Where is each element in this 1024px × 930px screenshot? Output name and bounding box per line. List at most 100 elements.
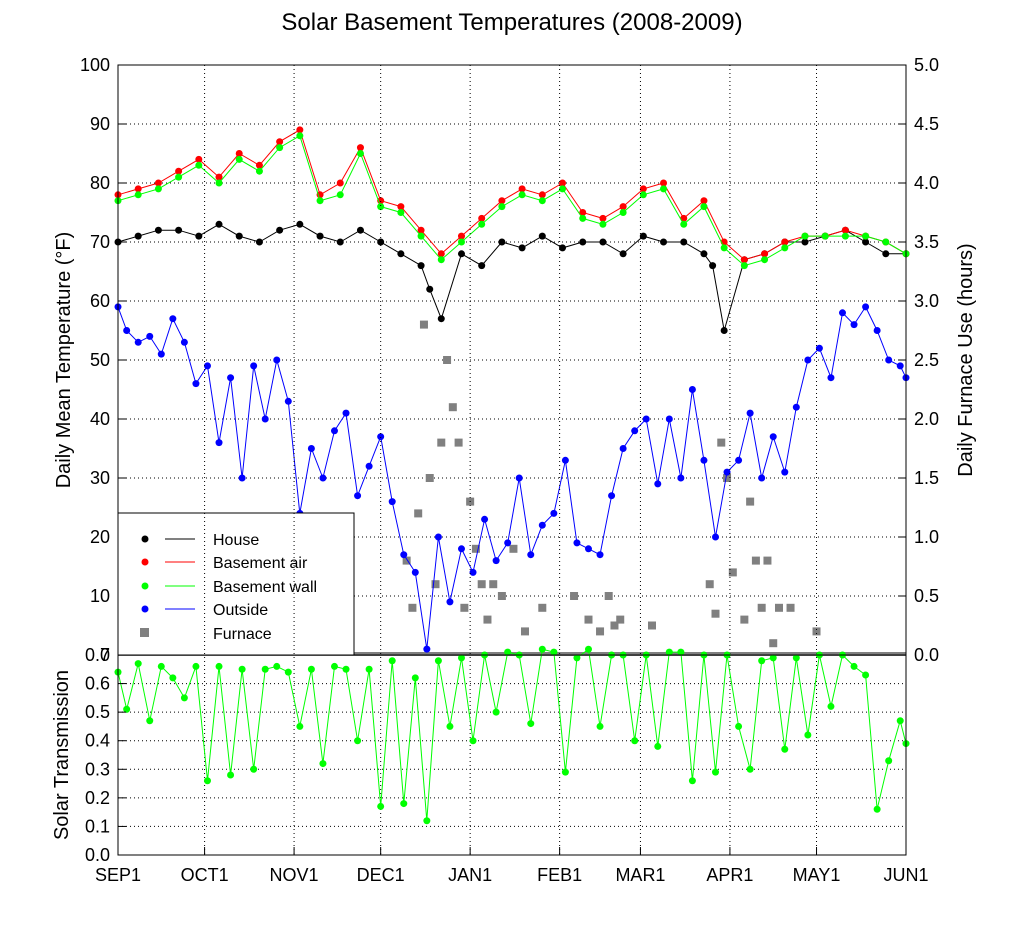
solar-transmission-point: [215, 662, 223, 670]
solar-transmission-point: [746, 765, 754, 773]
basement-wall-point: [680, 220, 688, 228]
basement-wall-point: [559, 185, 567, 193]
basement-air-point: [175, 167, 183, 175]
furnace-tick-label: 2.0: [914, 409, 939, 429]
basement-air-point: [639, 185, 647, 193]
solar-gridlines: [117, 65, 907, 855]
solar-transmission-point: [781, 745, 789, 753]
solar-transmission-point: [896, 717, 904, 725]
outside-point: [227, 374, 235, 382]
basement-wall-point: [720, 244, 728, 252]
solar-transmission-point: [862, 671, 870, 679]
basement-wall-point: [619, 209, 627, 216]
house-point: [397, 250, 405, 258]
solar-transmission-point: [873, 805, 881, 813]
basement-wall-point: [437, 256, 445, 264]
basement-air-point: [276, 138, 284, 146]
temperature-tick-label: 50: [90, 350, 110, 370]
outside-point: [781, 468, 789, 476]
basement-wall-point: [154, 185, 162, 193]
month-tick-label: MAR1: [615, 865, 665, 885]
house-point: [660, 238, 668, 246]
outside-point: [827, 374, 835, 382]
outside-point: [550, 509, 558, 517]
solar-transmission-point: [457, 654, 465, 662]
furnace-point: [746, 497, 755, 506]
house-point: [235, 232, 243, 240]
solar-transmission-line: [117, 648, 907, 821]
house-point: [356, 226, 364, 234]
solar-transmission-point: [296, 722, 304, 730]
house-point: [134, 232, 142, 240]
basement-wall-point: [195, 161, 203, 169]
temperature-tick-label: 100: [80, 55, 110, 75]
solar-transmission-point: [261, 665, 269, 673]
month-tick-label: JAN1: [448, 865, 492, 885]
outside-point: [330, 427, 338, 435]
house-point: [316, 232, 324, 240]
outside-point: [573, 539, 581, 547]
solar-series: [114, 645, 910, 825]
outside-point: [273, 356, 281, 364]
month-tick-label: NOV1: [270, 865, 319, 885]
basement-air-point: [478, 214, 486, 222]
basement-wall-point: [215, 179, 223, 187]
house-point: [619, 250, 627, 258]
furnace-point: [616, 615, 625, 624]
legend-marker-basement-air: [141, 558, 149, 566]
outside-point: [850, 321, 858, 329]
outside-point: [769, 433, 777, 441]
basement-air-point: [296, 126, 304, 134]
furnace-point: [812, 627, 821, 636]
outside-point: [804, 356, 812, 364]
temperature-tick-label: 40: [90, 409, 110, 429]
house-point: [154, 226, 162, 234]
basement-air-point: [579, 209, 587, 216]
furnace-point: [448, 403, 457, 412]
solar-transmission-point: [169, 674, 177, 682]
outside-point: [688, 386, 696, 393]
solar-transmission-point: [527, 720, 535, 728]
chart-title: Solar Basement Temperatures (2008-2009): [281, 9, 742, 36]
solar-plot-frame: [117, 654, 907, 856]
basement-air-point: [255, 161, 263, 169]
solar-tick-label: 0.6: [85, 674, 110, 694]
outside-point: [862, 303, 870, 311]
outside-point: [134, 338, 142, 346]
basement-air-point: [518, 185, 526, 193]
solar-transmission-point: [203, 777, 211, 785]
solar-transmission-point: [550, 648, 558, 656]
house-point: [720, 327, 728, 334]
furnace-point: [596, 627, 605, 636]
house-point: [336, 238, 344, 246]
basement-wall-point: [639, 191, 647, 199]
solar-transmission-point: [804, 731, 812, 739]
furnace-point: [610, 621, 619, 630]
outside-point: [677, 474, 685, 482]
basement-air-point: [417, 226, 425, 234]
basement-wall-point: [862, 232, 870, 240]
furnace-point: [723, 474, 732, 482]
legend-label-furnace: Furnace: [213, 626, 272, 643]
outside-point: [758, 474, 766, 482]
basement-wall-point: [478, 220, 486, 228]
temperature-tick-label: 90: [90, 114, 110, 134]
outside-point: [400, 551, 408, 559]
furnace-point: [402, 556, 411, 565]
outside-point: [388, 498, 396, 506]
furnace-point: [604, 592, 613, 600]
basement-wall-point: [316, 197, 324, 205]
basement-air-point: [761, 250, 769, 258]
solar-transmission-point: [250, 765, 258, 773]
legend-label-house: House: [213, 532, 259, 549]
solar-transmission-point: [584, 645, 592, 653]
solar-transmission-point: [711, 768, 719, 776]
solar-transmission-point: [388, 657, 396, 665]
solar-transmission-point: [758, 657, 766, 665]
solar-transmission-point: [319, 760, 327, 768]
solar-transmission-point: [238, 665, 246, 673]
outside-point: [261, 415, 269, 423]
furnace-point: [786, 603, 795, 612]
furnace-point: [520, 627, 529, 636]
furnace-tick-label: 3.0: [914, 291, 939, 311]
